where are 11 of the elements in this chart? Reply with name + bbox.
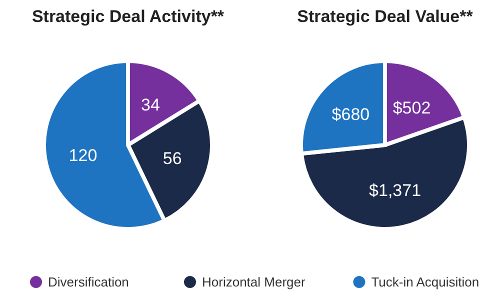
data-label: $502	[392, 98, 431, 118]
data-label: 56	[162, 148, 182, 168]
legend-label: Diversification	[48, 274, 129, 290]
chart-title: Strategic Deal Value**	[297, 7, 474, 26]
data-label: 34	[141, 96, 160, 115]
data-label: $1,371	[369, 181, 422, 200]
legend-label: Tuck-in Acquisition	[371, 274, 480, 290]
chart-title: Strategic Deal Activity**	[32, 7, 224, 26]
data-label: 120	[68, 146, 98, 166]
legend-label: Horizontal Merger	[202, 274, 306, 290]
data-label: $680	[332, 105, 370, 124]
